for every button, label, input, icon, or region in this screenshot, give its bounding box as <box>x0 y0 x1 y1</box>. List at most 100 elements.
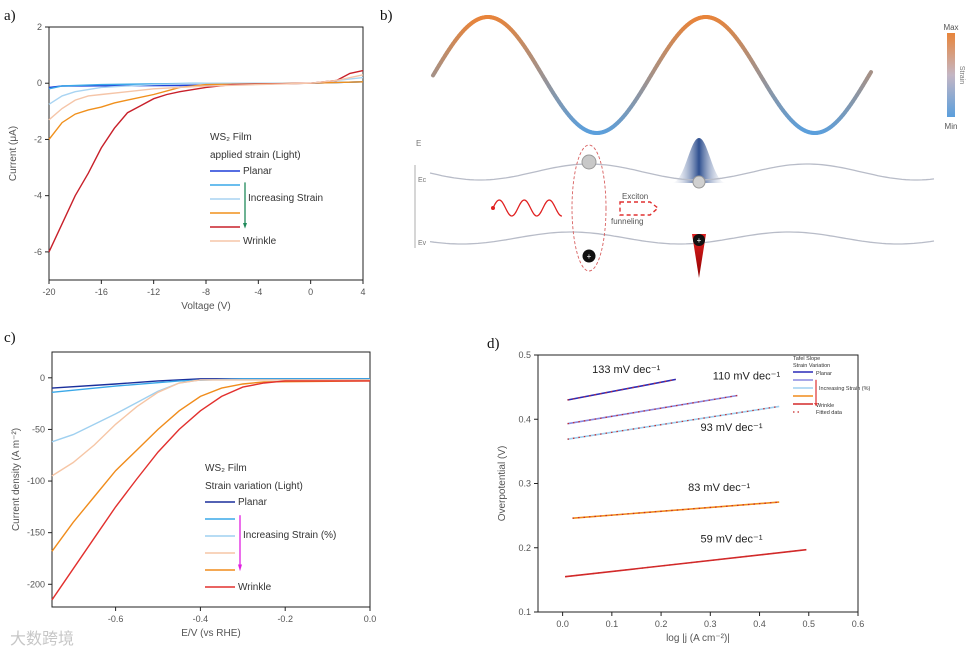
y-tick-label: -200 <box>27 579 45 589</box>
fitted-data-dots <box>567 378 676 401</box>
x-tick-label: 0 <box>308 287 313 297</box>
series-line-strain-2 <box>48 76 364 105</box>
panel-label-b: b) <box>380 8 393 24</box>
funneling-label: funneling <box>611 217 643 226</box>
tafel-slope-label: 59 mV dec⁻¹ <box>700 534 762 546</box>
x-tick-label: -0.4 <box>193 614 209 624</box>
x-tick-label: -4 <box>254 287 262 297</box>
legend-label: Planar <box>243 166 273 177</box>
exciton-label: Exciton <box>622 192 648 201</box>
arrow-head-icon <box>238 564 242 572</box>
series-line-wrinkle <box>51 380 370 601</box>
panel-label-d: d) <box>487 336 500 352</box>
y-axis-title: Current density (A m⁻²) <box>11 428 22 531</box>
electron-distribution-bump <box>672 138 726 183</box>
legend-subtitle: Strain variation (Light) <box>205 481 303 492</box>
y-tick-label: -4 <box>34 191 42 201</box>
y-tick-label: 0.3 <box>518 479 531 489</box>
series-line-strain-2 <box>51 379 370 443</box>
y-tick-label: -2 <box>34 134 42 144</box>
electron-icon <box>581 154 597 170</box>
energy-axis-label: E <box>416 139 421 148</box>
plot-frame <box>48 26 364 281</box>
x-tick-label: -20 <box>42 287 55 297</box>
arrow-head-icon <box>243 223 247 229</box>
y-tick-label: 2 <box>37 22 42 32</box>
chart-c: -0.6 -0.4 -0.2 0.0 0 -50 -100 -150 -200 E/V (vs R… <box>11 351 377 639</box>
tafel-slope-label: 93 mV dec⁻¹ <box>700 422 762 434</box>
legend-subtitle: Strain Variation <box>793 363 830 369</box>
series-line-strain-3 <box>572 501 780 519</box>
hole-icon <box>693 234 705 246</box>
colorbar-max-label: Max <box>943 23 958 32</box>
legend-label: Wrinkle <box>243 236 277 247</box>
x-axis-title: E/V (vs RHE) <box>181 628 240 639</box>
series-line-strain-3 <box>51 379 370 477</box>
hole-icon <box>582 249 596 263</box>
conduction-band <box>429 163 935 181</box>
tafel-slope-label: 133 mV dec⁻¹ <box>592 364 661 376</box>
legend-label: Wrinkle <box>238 582 272 593</box>
series-line-strain-4 <box>48 69 364 253</box>
ev-label: Ev <box>418 240 427 247</box>
arrow-head-icon <box>814 403 818 407</box>
watermark-logo: 大数跨境 <box>10 629 74 648</box>
legend-fitted-label: Fitted data <box>816 410 843 416</box>
colorbar-title: Strain <box>958 66 965 84</box>
ec-label: Ec <box>418 177 427 184</box>
valence-band <box>429 231 935 245</box>
series-line-strain-3 <box>48 81 364 140</box>
series-line-strain-4 <box>51 380 371 552</box>
y-tick-label: 0.4 <box>518 414 531 424</box>
x-tick-label: -16 <box>95 287 108 297</box>
legend-label: Wrinkle <box>816 403 834 409</box>
y-tick-label: 0 <box>37 78 42 88</box>
chart-d: 0.0 0.1 0.2 0.3 0.4 0.5 0.6 0.5 0.4 0.3 0.2 0.1 log … <box>497 350 871 644</box>
x-tick-label: 0.2 <box>655 619 668 629</box>
x-tick-label: 0.0 <box>364 614 377 624</box>
y-tick-label: 0.2 <box>518 543 531 553</box>
legend-label: Planar <box>238 497 268 508</box>
panel-label-c: c) <box>4 330 16 346</box>
x-tick-label: -0.6 <box>108 614 124 624</box>
exciton-funneling-arrow-icon <box>619 201 660 216</box>
y-tick-label: 0 <box>40 373 45 383</box>
chart-a: -20 -16 -12 -8 -4 0 4 2 0 -2 -4 -6 Voltage (V) Curren… <box>8 22 366 312</box>
legend-title: WS₂ Film <box>210 132 252 143</box>
photon-origin-dot <box>491 206 495 210</box>
series-line-strain-1 <box>567 394 738 425</box>
x-tick-label: 0.6 <box>852 619 865 629</box>
series-line-wrinkle <box>48 74 364 121</box>
x-tick-label: 0.0 <box>556 619 569 629</box>
strain-colorbar <box>947 33 955 117</box>
legend-arrow-label: Increasing Strain (%) <box>243 530 336 541</box>
plot-frame <box>51 351 371 608</box>
y-tick-label: -100 <box>27 476 45 486</box>
legend-subtitle: applied strain (Light) <box>210 150 301 161</box>
y-tick-label: 0.5 <box>518 350 531 360</box>
x-tick-label: 0.5 <box>803 619 816 629</box>
x-tick-label: 0.3 <box>704 619 717 629</box>
panel-label-a: a) <box>4 8 16 24</box>
y-axis-title: Overpotential (V) <box>497 446 508 522</box>
x-tick-label: -8 <box>202 287 210 297</box>
strain-wave-segment <box>867 70 873 78</box>
y-tick-label: -50 <box>32 424 45 434</box>
hole-funnel-spike <box>692 234 706 278</box>
y-axis-title: Current (μA) <box>8 126 19 181</box>
series-line-strain-2 <box>567 405 780 440</box>
strain-wave <box>431 15 873 135</box>
electron-icon <box>692 175 706 189</box>
legend-title: WS₂ Film <box>205 463 247 474</box>
series-line-strain-1 <box>51 378 370 393</box>
hole-plus-sign: + <box>587 252 592 261</box>
x-tick-label: 0.4 <box>753 619 766 629</box>
tafel-slope-label: 83 mV dec⁻¹ <box>688 482 750 494</box>
x-tick-label: 0.1 <box>606 619 619 629</box>
photon-wave-icon <box>492 199 563 217</box>
colorbar-min-label: Min <box>945 122 958 131</box>
x-tick-label: -0.2 <box>277 614 293 624</box>
y-tick-label: -6 <box>34 247 42 257</box>
strain-band-diagram: Max Min Strain E Ec Ev + + Exciton funne… <box>414 15 965 278</box>
